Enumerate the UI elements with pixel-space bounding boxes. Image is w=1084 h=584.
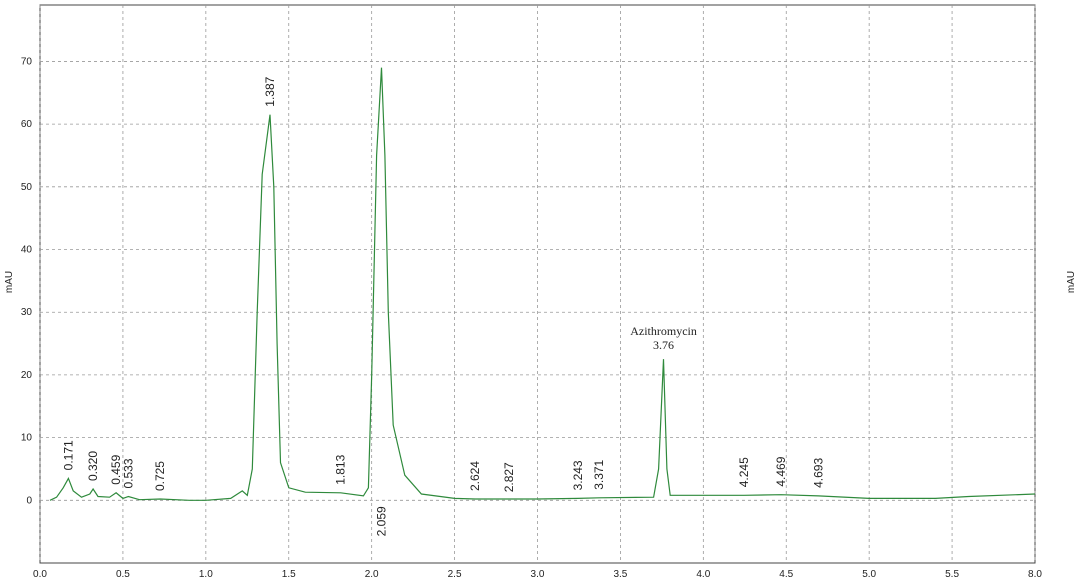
x-tick-label: 5.0: [862, 569, 876, 580]
x-tick-label: 4.0: [696, 569, 710, 580]
x-tick-label: 8.0: [1028, 569, 1042, 580]
x-tick-label: 2.5: [448, 569, 462, 580]
peak-label: 0.320: [86, 451, 100, 481]
x-tick-label: 5.5: [945, 569, 959, 580]
y-tick-label: 30: [21, 307, 33, 318]
x-tick-label: 0.5: [116, 569, 130, 580]
x-tick-label: 1.0: [199, 569, 213, 580]
peak-label: 3.76: [653, 338, 674, 352]
x-tick-label: 0.0: [33, 569, 47, 580]
y-tick-label: 10: [21, 433, 33, 444]
y-tick-label: 50: [21, 182, 33, 193]
peak-label: 0.533: [121, 458, 135, 488]
chromatogram-line: [49, 67, 1036, 501]
peak-label: 4.245: [737, 457, 751, 487]
peak-label: 1.387: [263, 76, 277, 106]
y-tick-label: 0: [26, 495, 32, 506]
peak-label: 0.725: [153, 461, 167, 491]
y-tick-label: 70: [21, 56, 33, 67]
peak-label: 0.459: [109, 454, 123, 484]
peak-label: 3.243: [571, 460, 585, 490]
peak-label: 3.371: [592, 459, 606, 489]
peak-label: 1.813: [334, 454, 348, 484]
peak-label: 4.469: [774, 456, 788, 486]
y-tick-label: 40: [21, 245, 33, 256]
x-tick-label: 3.0: [531, 569, 545, 580]
y-axis-label: mAU: [4, 271, 15, 293]
peak-label: 2.827: [502, 462, 516, 492]
y-tick-label: 20: [21, 370, 33, 381]
y-tick-label: 60: [21, 119, 33, 130]
peak-label: 2.059: [374, 506, 388, 536]
x-tick-label: 1.5: [282, 569, 296, 580]
y-axis-label-right: mAU: [1066, 271, 1077, 293]
peak-name: Azithromycin: [630, 324, 697, 338]
peak-label: 4.693: [811, 458, 825, 488]
x-tick-label: 4.5: [779, 569, 793, 580]
x-tick-label: 2.0: [365, 569, 379, 580]
peak-label: 0.171: [61, 440, 75, 470]
peak-label: 2.624: [468, 461, 482, 491]
x-tick-label: 3.5: [613, 569, 627, 580]
